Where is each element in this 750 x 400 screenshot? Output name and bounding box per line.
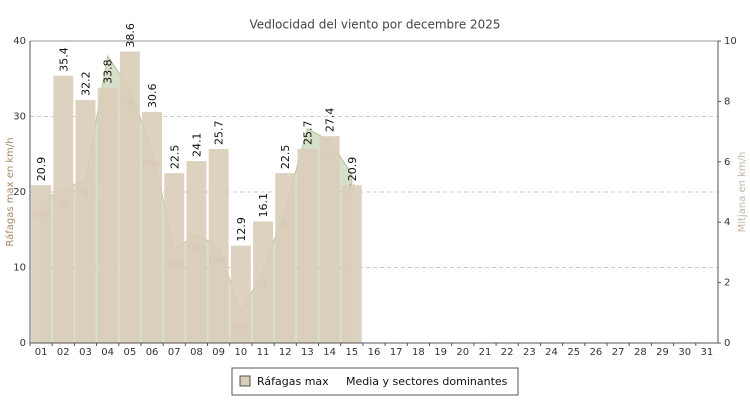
x-tick-label: 29 xyxy=(656,347,669,358)
data-label: 16.1 xyxy=(257,193,270,218)
x-tick-label: 28 xyxy=(634,347,647,358)
bar xyxy=(119,51,140,343)
y2-tick-label: 2 xyxy=(724,278,730,289)
x-tick-label: 26 xyxy=(590,347,603,358)
bar xyxy=(341,185,362,343)
x-tick-label: 23 xyxy=(523,347,536,358)
y2-tick-label: 6 xyxy=(724,157,730,168)
x-tick-label: 06 xyxy=(146,347,159,358)
data-label: 22.5 xyxy=(279,145,292,170)
legend-label: Media y sectores dominantes xyxy=(346,375,508,388)
bar xyxy=(230,245,251,343)
data-label: 24.1 xyxy=(190,133,203,158)
data-label: 30.6 xyxy=(146,83,159,108)
y-tick-label: 10 xyxy=(13,263,26,274)
bar xyxy=(319,136,340,343)
x-tick-label: 09 xyxy=(212,347,225,358)
y2-tick-label: 4 xyxy=(724,217,730,228)
bar xyxy=(97,87,118,343)
x-tick-label: 25 xyxy=(567,347,580,358)
data-label: 27.4 xyxy=(324,108,337,133)
x-tick-label: 07 xyxy=(168,347,181,358)
x-tick-label: 18 xyxy=(412,347,425,358)
y2-axis-label: Mitjana en km/h xyxy=(737,152,748,233)
legend-swatch xyxy=(239,375,251,387)
x-tick-label: 05 xyxy=(124,347,137,358)
data-label: 12.9 xyxy=(235,217,248,242)
x-tick-label: 01 xyxy=(35,347,48,358)
bar xyxy=(208,148,229,343)
y-tick-label: 30 xyxy=(13,112,26,123)
y2-tick-label: 8 xyxy=(724,96,730,107)
legend-box xyxy=(231,367,519,396)
x-tick-label: 12 xyxy=(279,347,292,358)
x-tick-label: 14 xyxy=(323,347,336,358)
data-label: 20.9 xyxy=(35,157,48,182)
data-label: 22.5 xyxy=(168,145,181,170)
y2-tick-label: 10 xyxy=(724,36,737,47)
bar xyxy=(164,173,185,343)
bar xyxy=(75,99,96,343)
data-label: 33.8 xyxy=(102,59,115,84)
chart-title: Vedlocidad del viento por decembre 2025 xyxy=(249,18,500,32)
bar xyxy=(53,75,74,343)
y-tick-label: 20 xyxy=(13,187,26,198)
x-tick-label: 16 xyxy=(368,347,381,358)
y-tick-label: 0 xyxy=(20,338,26,349)
x-tick-label: 03 xyxy=(79,347,92,358)
x-tick-label: 31 xyxy=(701,347,714,358)
data-label: 32.2 xyxy=(79,71,92,96)
x-tick-label: 30 xyxy=(678,347,691,358)
x-tick-label: 24 xyxy=(545,347,558,358)
x-tick-label: 13 xyxy=(301,347,314,358)
bar xyxy=(186,161,207,343)
x-tick-label: 08 xyxy=(190,347,203,358)
bar xyxy=(275,173,296,343)
x-tick-label: 11 xyxy=(257,347,270,358)
y2-tick-label: 0 xyxy=(724,338,730,349)
y-axis-label: Ráfagas max en km/h xyxy=(4,137,16,246)
x-tick-label: 22 xyxy=(501,347,514,358)
data-label: 25.7 xyxy=(301,120,314,145)
x-tick-label: 27 xyxy=(612,347,625,358)
bar xyxy=(253,221,274,343)
data-label: 20.9 xyxy=(346,157,359,182)
y-tick-label: 40 xyxy=(13,36,26,47)
data-label: 35.4 xyxy=(57,47,70,72)
data-label: 25.7 xyxy=(213,120,226,145)
data-label: 38.6 xyxy=(124,23,137,48)
bar xyxy=(297,148,318,343)
bar xyxy=(142,111,163,343)
x-tick-label: 21 xyxy=(479,347,492,358)
bar xyxy=(31,185,52,343)
x-tick-label: 20 xyxy=(456,347,469,358)
x-tick-label: 15 xyxy=(345,347,358,358)
x-tick-label: 02 xyxy=(57,347,70,358)
legend-label: Ráfagas max xyxy=(257,375,329,388)
x-tick-label: 10 xyxy=(234,347,247,358)
x-tick-label: 04 xyxy=(101,347,114,358)
x-tick-label: 17 xyxy=(390,347,403,358)
x-tick-label: 19 xyxy=(434,347,447,358)
